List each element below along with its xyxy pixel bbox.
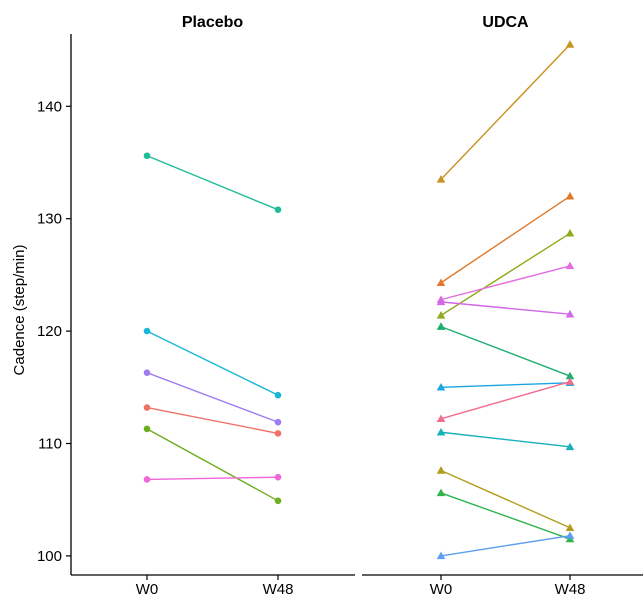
y-tick-label: 120 xyxy=(37,323,62,340)
series-line xyxy=(146,476,279,481)
panel-udca: UDCA W0 W48 xyxy=(362,14,643,598)
series-2 xyxy=(143,327,282,399)
data-point xyxy=(436,278,446,286)
data-point xyxy=(436,175,446,183)
data-point xyxy=(143,152,151,160)
series-12 xyxy=(436,531,575,560)
data-point xyxy=(565,442,575,451)
data-point xyxy=(436,311,446,319)
data-point xyxy=(274,418,282,426)
data-point xyxy=(565,531,575,539)
series-1 xyxy=(143,152,282,214)
series-5 xyxy=(143,425,282,505)
data-point xyxy=(436,414,446,422)
data-point xyxy=(274,497,282,505)
series-line xyxy=(440,232,571,316)
series-4 xyxy=(436,261,575,303)
series-9 xyxy=(436,427,575,451)
series-4 xyxy=(143,404,282,437)
data-point xyxy=(143,369,151,376)
data-point xyxy=(565,40,575,48)
panel-placebo: Placebo W0 W48 xyxy=(71,14,355,598)
panel-title: Placebo xyxy=(182,14,244,31)
series-6 xyxy=(143,473,282,483)
y-tick-label: 100 xyxy=(37,548,62,565)
series-8 xyxy=(436,377,575,422)
series-line xyxy=(440,382,571,388)
data-point xyxy=(143,327,151,335)
data-point xyxy=(436,297,446,306)
data-point xyxy=(436,466,446,474)
series-line xyxy=(440,492,571,540)
series-line xyxy=(440,381,571,420)
series-2 xyxy=(436,191,575,286)
data-point xyxy=(565,523,575,532)
data-point xyxy=(565,377,575,385)
data-point xyxy=(274,206,282,214)
series-line xyxy=(146,155,279,211)
series-line xyxy=(440,265,571,301)
data-point xyxy=(436,322,446,330)
data-point xyxy=(436,488,446,497)
series-3 xyxy=(143,369,282,426)
x-tick-label: W48 xyxy=(555,581,586,598)
series-line xyxy=(440,195,571,284)
series-line xyxy=(146,406,279,435)
y-tick-label: 110 xyxy=(38,435,62,452)
x-tick-label: W48 xyxy=(263,581,294,598)
series-5 xyxy=(436,297,575,318)
data-point xyxy=(143,425,151,433)
series-line xyxy=(440,469,571,529)
series-1 xyxy=(436,40,575,183)
panel-title: UDCA xyxy=(482,14,529,31)
data-point xyxy=(436,382,446,391)
series-line xyxy=(440,43,571,180)
series-line xyxy=(146,372,279,423)
series-line xyxy=(440,431,571,448)
y-tick-label: 140 xyxy=(37,98,62,115)
data-point xyxy=(274,473,282,481)
data-point xyxy=(565,229,575,237)
x-tick-label: W0 xyxy=(136,581,159,598)
data-point xyxy=(565,191,575,200)
y-axis-title: Cadence (step/min) xyxy=(11,245,28,376)
data-point xyxy=(436,427,446,436)
data-point xyxy=(143,476,151,483)
data-point xyxy=(565,371,575,380)
data-point xyxy=(143,404,151,411)
data-point xyxy=(274,430,282,437)
series-line xyxy=(440,534,571,557)
series-10 xyxy=(436,466,575,532)
data-point xyxy=(274,391,282,399)
series-line xyxy=(146,330,279,396)
series-line xyxy=(440,325,571,377)
series-line xyxy=(440,301,571,315)
series-6 xyxy=(436,322,575,380)
data-point xyxy=(436,551,446,560)
series-7 xyxy=(436,378,575,391)
x-tick-label: W0 xyxy=(430,581,453,598)
data-point xyxy=(565,309,575,318)
series-line xyxy=(146,428,279,502)
series-3 xyxy=(436,229,575,319)
y-tick-label: 130 xyxy=(37,211,62,228)
series-11 xyxy=(436,488,575,543)
data-point xyxy=(565,261,575,270)
